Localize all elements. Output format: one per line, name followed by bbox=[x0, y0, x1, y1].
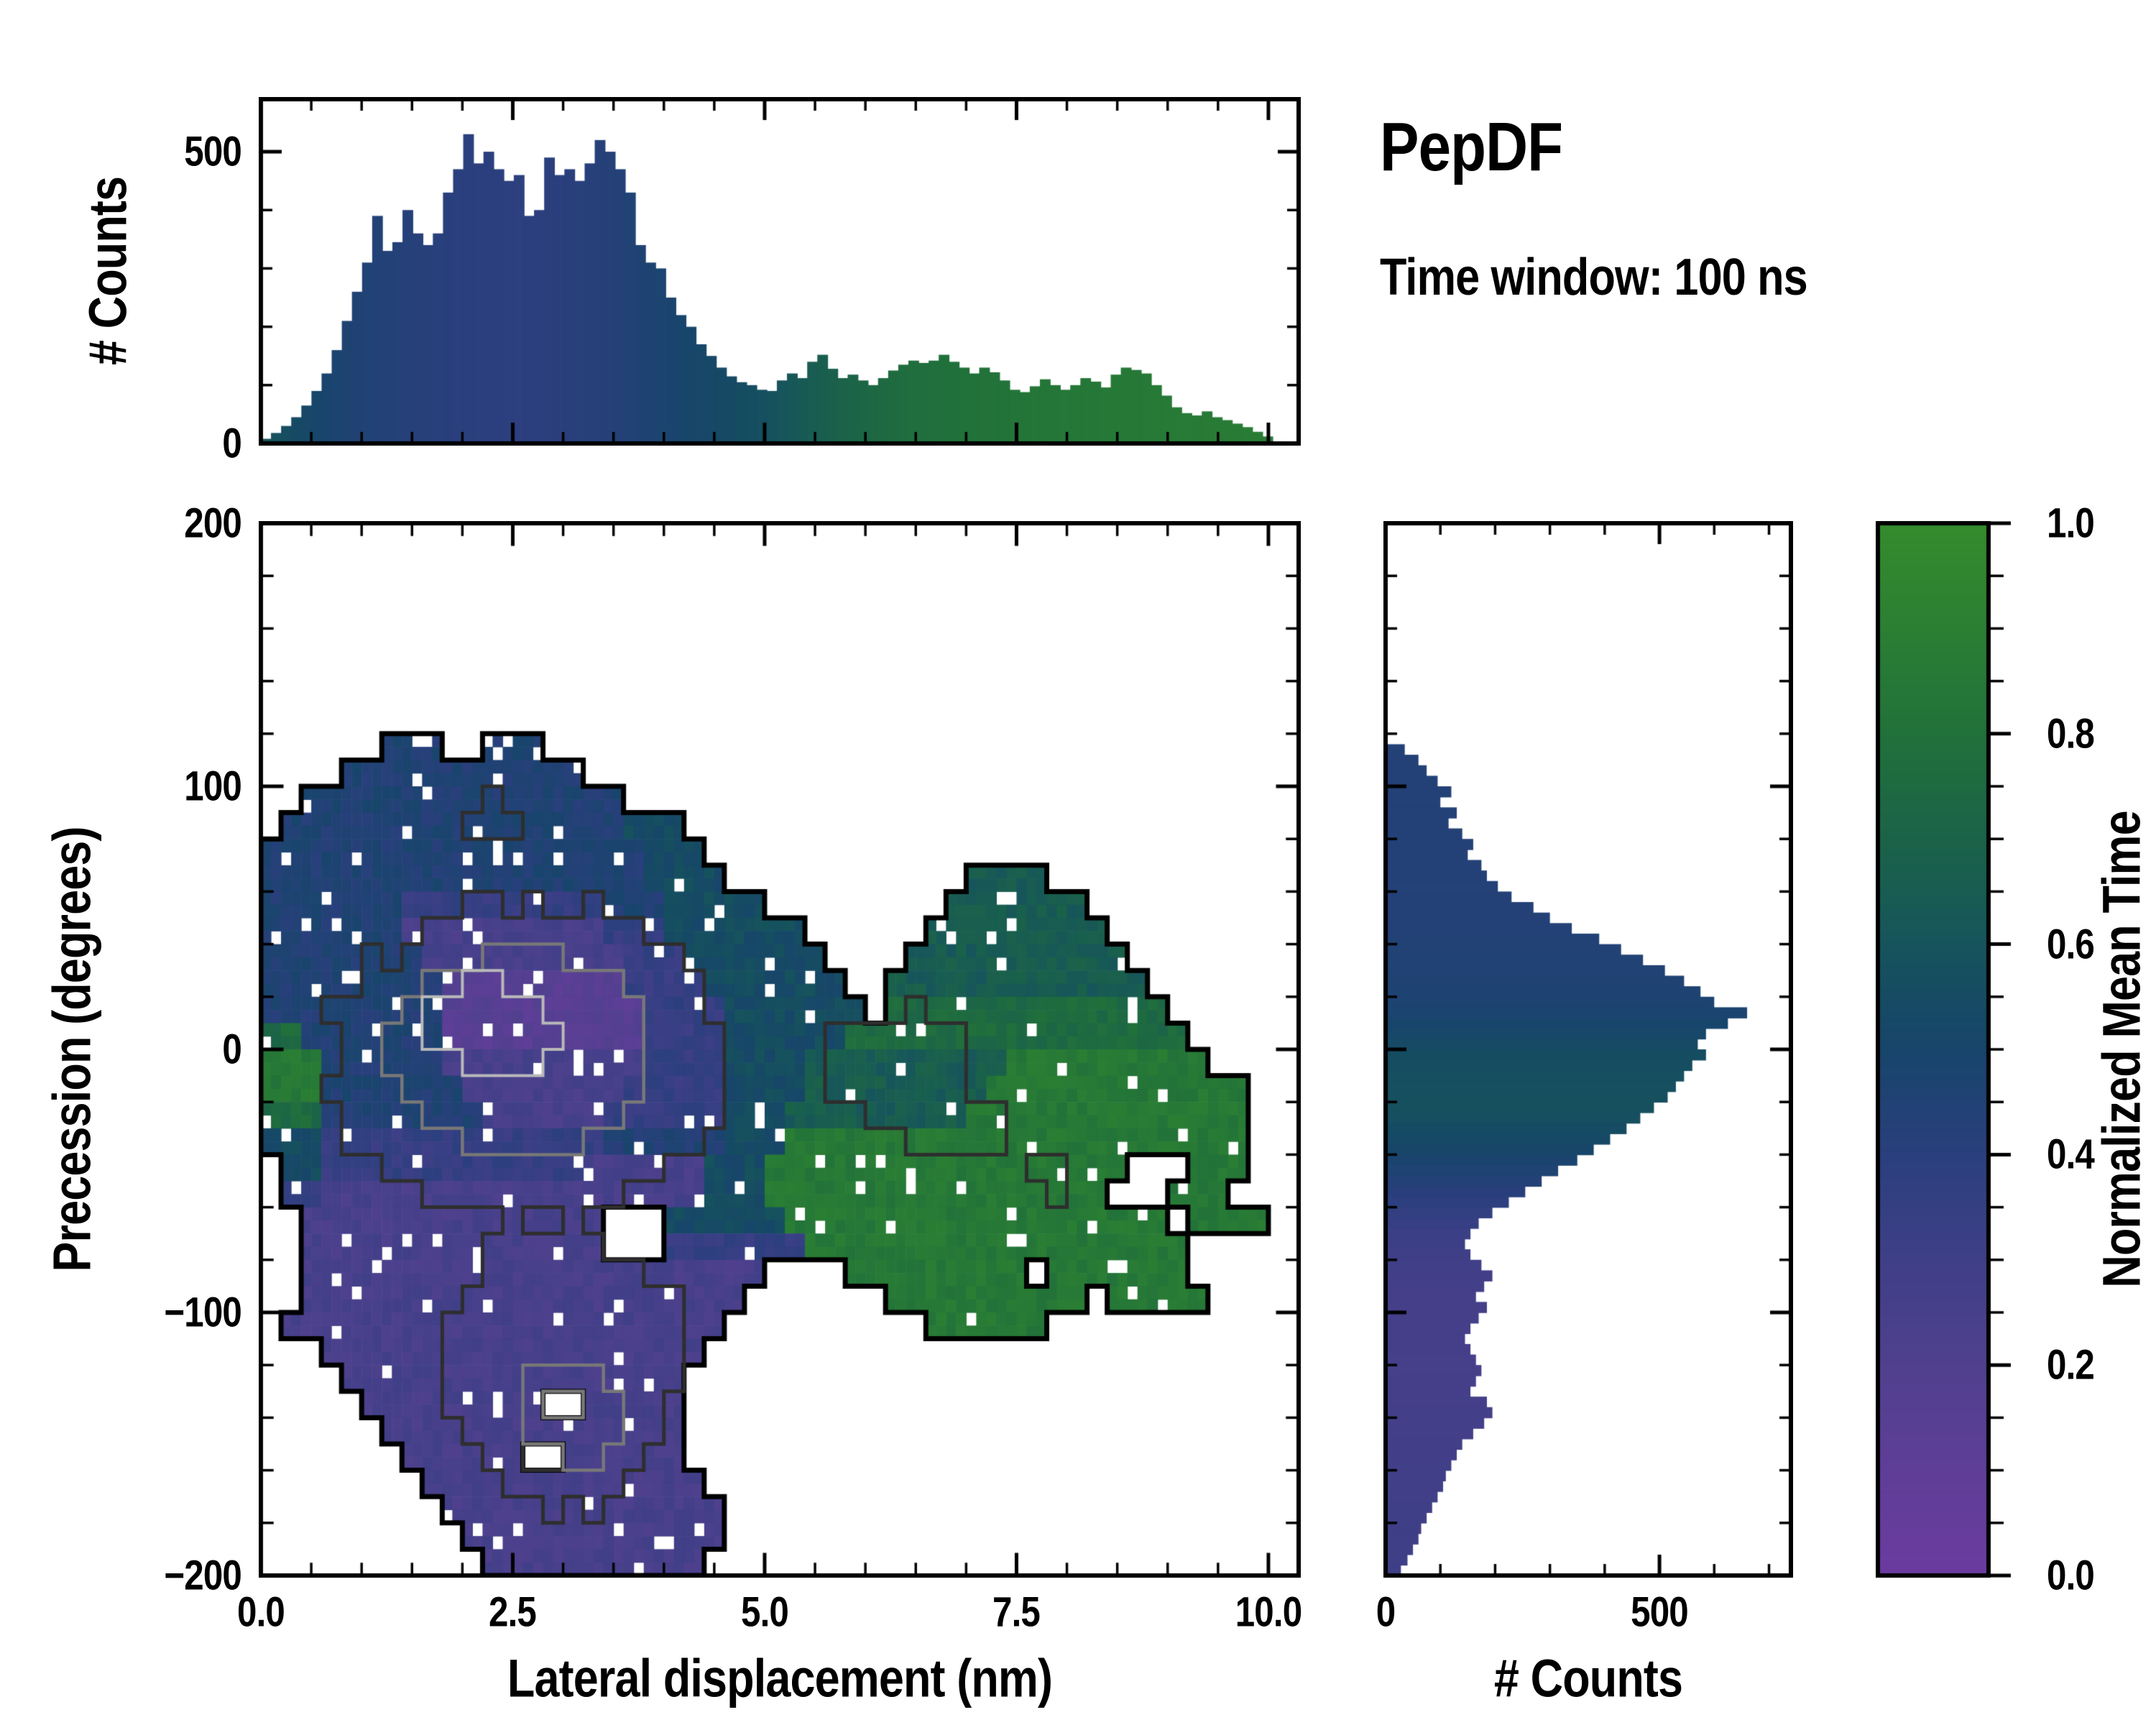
heatmap-x-tick-label: 10.0 bbox=[1235, 1588, 1302, 1636]
colorbar-tick-label: 0.2 bbox=[2047, 1341, 2095, 1389]
heatmap-x-tick-label: 0.0 bbox=[237, 1588, 285, 1636]
heatmap-y-tick-label: 100 bbox=[184, 763, 242, 810]
right-histogram-x-tick-label: 0 bbox=[1376, 1588, 1396, 1636]
heatmap-y-tick-label: 200 bbox=[184, 500, 242, 547]
right-histogram-x-tick-label: 500 bbox=[1631, 1588, 1689, 1636]
colorbar-tick-label: 0.8 bbox=[2047, 710, 2095, 758]
heatmap-x-tick-label: 7.5 bbox=[992, 1588, 1041, 1636]
heatmap-y-tick-label: −100 bbox=[164, 1289, 242, 1336]
heatmap-x-tick-label: 5.0 bbox=[740, 1588, 789, 1636]
colorbar-label: Normalized Mean Time bbox=[2091, 811, 2152, 1288]
plot-title: PepDF bbox=[1380, 109, 1563, 185]
top-histogram-y-tick-label: 0 bbox=[222, 420, 241, 467]
right-histogram-xlabel: # Counts bbox=[1493, 1648, 1683, 1708]
colorbar-tick-label: 1.0 bbox=[2047, 500, 2095, 547]
heatmap-y-tick-label: −200 bbox=[164, 1552, 242, 1599]
heatmap-canvas bbox=[259, 521, 1301, 1578]
colorbar-tick-label: 0.4 bbox=[2047, 1131, 2095, 1178]
colorbar-tick-label: 0.6 bbox=[2047, 921, 2095, 968]
right-histogram-canvas bbox=[1383, 521, 1793, 1578]
colorbar-canvas bbox=[1876, 521, 2019, 1578]
heatmap-xlabel: Lateral displacement (nm) bbox=[507, 1648, 1053, 1708]
heatmap-x-tick-label: 2.5 bbox=[489, 1588, 537, 1636]
heatmap-ylabel: Precession (degrees) bbox=[42, 827, 102, 1272]
top-histogram-y-tick-label: 500 bbox=[184, 128, 242, 175]
heatmap-y-tick-label: 0 bbox=[222, 1026, 241, 1073]
top-histogram-ylabel: # Counts bbox=[78, 176, 138, 366]
colorbar-tick-label: 0.0 bbox=[2047, 1552, 2095, 1599]
plot-subtitle: Time window: 100 ns bbox=[1380, 249, 1808, 306]
top-histogram-canvas bbox=[259, 97, 1301, 446]
